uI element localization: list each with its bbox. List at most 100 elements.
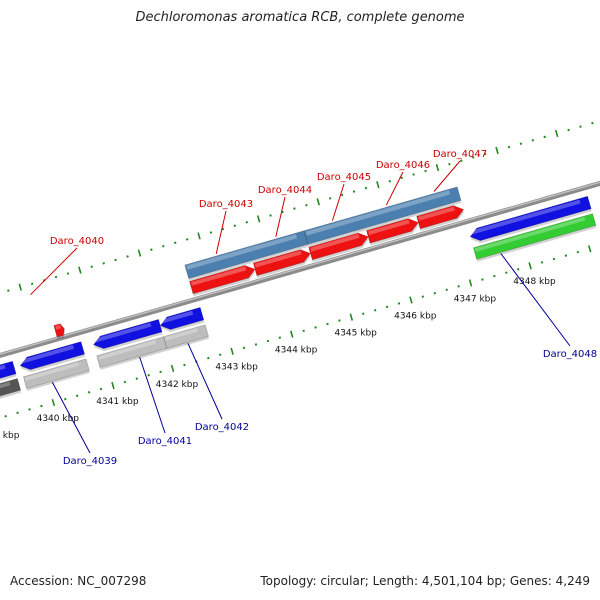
top-ruler-tick [305, 203, 308, 207]
ruler-label: 4346 kbp [394, 311, 437, 321]
bottom-ruler-tick [564, 254, 568, 257]
ruler-label: 4343 kbp [215, 363, 258, 373]
bottom-ruler-tick [362, 312, 365, 315]
top-ruler-tick [150, 248, 153, 251]
ruler-label: 4342 kbp [156, 380, 199, 390]
bottom-ruler-tick [373, 309, 377, 312]
top-ruler-tick [543, 135, 546, 139]
top-ruler-tick [352, 190, 356, 193]
bottom-ruler-tick [207, 356, 210, 360]
bottom-ruler-tick [505, 271, 508, 274]
reverse-cds-daro-4048 [469, 195, 592, 241]
forward-cds-daro-4043-shine [191, 266, 247, 286]
top-ruler-tick [388, 180, 392, 183]
reverse-gene-left-shine [0, 381, 11, 389]
bottom-ruler-tick [218, 353, 222, 356]
top-ruler-tick [412, 173, 415, 176]
bottom-ruler-tick [516, 268, 520, 271]
bottom-ruler-tick [111, 381, 115, 390]
bottom-ruler-tick [51, 398, 56, 407]
bottom-ruler-tick [159, 370, 162, 374]
forward-cds-daro-4046-shine [368, 219, 410, 235]
bottom-ruler-tick [421, 295, 425, 298]
reverse-gene-daro-4042-shine [164, 328, 199, 341]
top-ruler-tick [460, 159, 463, 163]
bottom-ruler-tick [40, 404, 43, 408]
bottom-ruler-tick [481, 278, 484, 281]
reverse-cds-left-shine [0, 364, 6, 370]
callout-daro-4043-leader [215, 210, 227, 255]
bottom-ruler-tick [28, 408, 31, 411]
bottom-ruler-tick [87, 391, 91, 394]
top-ruler-tick [7, 289, 10, 292]
top-ruler-tick [364, 186, 368, 190]
callout-daro-4047-leader [433, 160, 461, 192]
forward-cds-daro-4045 [308, 232, 369, 261]
backbone-line [0, 180, 600, 359]
bottom-ruler-tick [170, 364, 175, 372]
bottom-ruler-tick [468, 279, 473, 287]
bottom-ruler-tick [385, 305, 389, 309]
top-ruler-tick [78, 266, 82, 274]
callout-daro-4042-label: Daro_4042 [195, 422, 249, 433]
ruler-label: 4347 kbp [454, 294, 497, 304]
top-ruler-tick [114, 258, 117, 262]
top-ruler-tick [316, 198, 320, 206]
top-ruler-tick [554, 129, 559, 138]
forward-cds-daro-4047 [416, 205, 465, 230]
ruler-label: 4344 kbp [275, 346, 318, 356]
bottom-ruler-tick [242, 346, 246, 350]
ruler-label: 4339 kbp [0, 431, 20, 441]
callout-daro-4041-leader [139, 356, 166, 434]
callout-daro-4041-label: Daro_4041 [138, 436, 192, 447]
top-ruler-tick [448, 162, 451, 166]
callout-daro-4040-leader [30, 247, 78, 296]
top-ruler-tick [400, 176, 403, 180]
bottom-ruler-tick [528, 262, 532, 270]
reverse-gene-daro-4039-shine [24, 362, 79, 381]
bottom-ruler-tick [75, 394, 79, 397]
gene-tracks [0, 186, 597, 399]
top-ruler-tick [18, 283, 23, 291]
forward-cds-daro-4044 [252, 249, 311, 276]
bottom-ruler-tick [314, 326, 317, 329]
bottom-ruler-tick [16, 411, 19, 415]
reverse-gene-left [0, 378, 22, 397]
top-ruler-tick [376, 181, 380, 189]
bottom-ruler-tick [123, 380, 127, 384]
top-ruler-tick [519, 142, 523, 145]
top-ruler-tick [185, 238, 189, 241]
bottom-ruler-tick [302, 329, 305, 333]
top-ruler-tick [173, 241, 177, 245]
top-ruler-tick [221, 227, 225, 231]
top-ruler-tick [102, 262, 105, 265]
bottom-ruler-tick [587, 245, 592, 253]
top-ruler-tick [483, 152, 487, 156]
top-ruler-tick [293, 207, 296, 210]
bottom-ruler-tick [338, 319, 341, 322]
backbone-highlight [0, 181, 600, 355]
bottom-ruler-tick [230, 347, 234, 355]
top-ruler-tick [435, 164, 440, 172]
accession-text: Accession: NC_007298 [10, 574, 147, 588]
reverse-cds-daro-4042 [159, 307, 205, 330]
genome-title: Dechloromonas aromatica RCB, complete ge… [135, 10, 465, 25]
genome-summary-text: Topology: circular; Length: 4,501,104 bp… [260, 574, 590, 588]
bottom-ruler-tick [397, 302, 401, 305]
reverse-gene-daro-4041-shine [98, 340, 157, 360]
bottom-ruler-tick [540, 261, 544, 264]
bottom-ruler-tick [135, 377, 139, 380]
reverse-cds-left [0, 360, 17, 379]
forward-gene-bar-shine [186, 234, 298, 270]
top-ruler-tick [531, 139, 535, 142]
callout-daro-4040-label: Daro_4040 [50, 236, 104, 247]
top-ruler-tick [162, 244, 165, 248]
bottom-ruler-tick [290, 330, 294, 338]
callout-daro-4042-leader [187, 342, 223, 420]
forward-gene-bar [303, 186, 462, 245]
reverse-cds-daro-4041-shine [93, 322, 152, 343]
top-ruler-tick [209, 231, 213, 234]
genome-backbone [0, 180, 600, 359]
top-ruler-tick [281, 210, 284, 214]
